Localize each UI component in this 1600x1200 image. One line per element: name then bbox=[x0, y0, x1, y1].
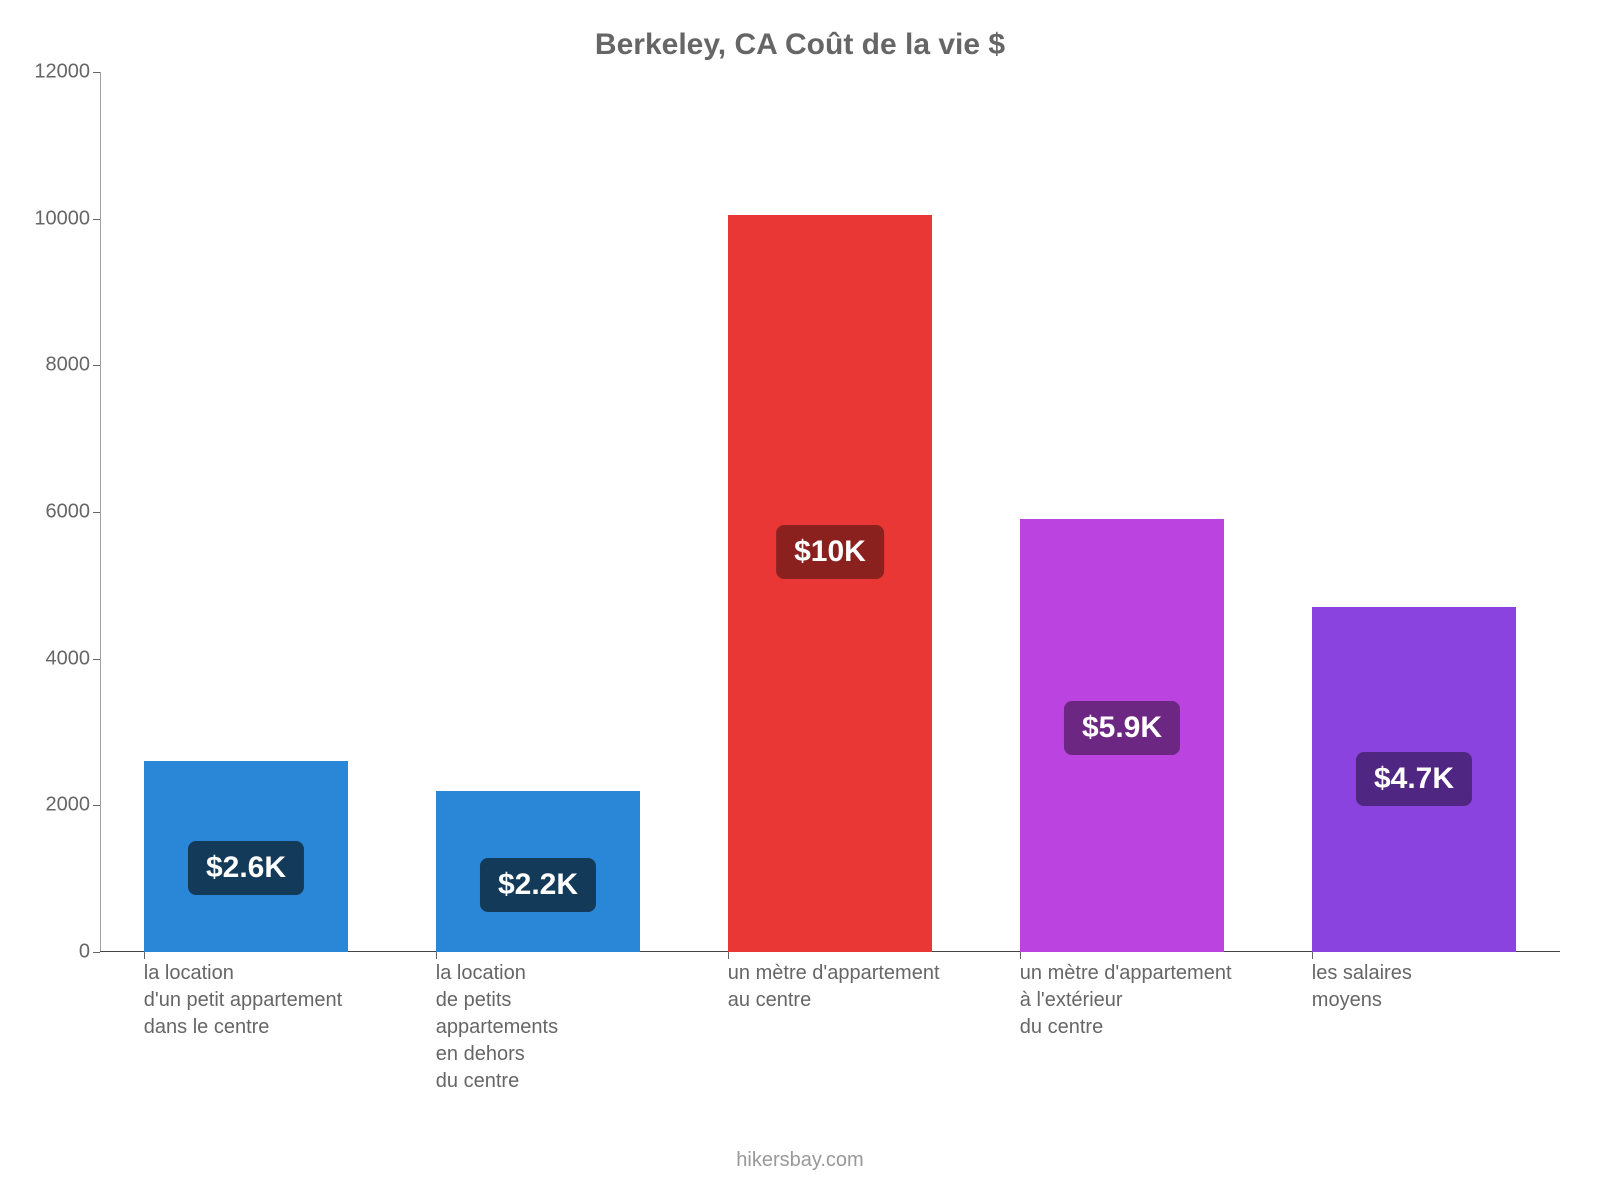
x-tick-mark bbox=[728, 952, 729, 959]
y-tick-label: 8000 bbox=[10, 354, 90, 377]
bar-value-label: $4.7K bbox=[1356, 752, 1472, 806]
x-label-rent_small_center: la locationd'un petit appartementdans le… bbox=[144, 960, 407, 1041]
footer-credit: hikersbay.com bbox=[0, 1149, 1600, 1172]
x-label-avg_salary: les salairesmoyens bbox=[1312, 960, 1575, 1014]
y-tick-mark bbox=[93, 659, 100, 660]
y-tick-label: 12000 bbox=[10, 61, 90, 84]
y-tick-mark bbox=[93, 512, 100, 513]
bar-sqm_outside: $5.9K bbox=[1020, 519, 1224, 952]
bar-rent_small_outside: $2.2K bbox=[436, 791, 640, 952]
y-tick-label: 4000 bbox=[10, 647, 90, 670]
y-tick-label: 0 bbox=[10, 941, 90, 964]
bar-avg_salary: $4.7K bbox=[1312, 607, 1516, 952]
y-tick-label: 6000 bbox=[10, 501, 90, 524]
y-tick-mark bbox=[93, 805, 100, 806]
x-tick-mark bbox=[1312, 952, 1313, 959]
bar-value-label: $5.9K bbox=[1064, 701, 1180, 755]
y-tick-label: 10000 bbox=[10, 207, 90, 230]
bar-value-label: $2.2K bbox=[480, 858, 596, 912]
bar-value-label: $10K bbox=[776, 525, 884, 579]
chart-container: Berkeley, CA Coût de la vie $ 0 2000 4000 6… bbox=[0, 0, 1600, 1200]
chart-title: Berkeley, CA Coût de la vie $ bbox=[0, 28, 1600, 62]
x-label-sqm_outside: un mètre d'appartementà l'extérieurdu ce… bbox=[1020, 960, 1283, 1041]
bar-value-label: $2.6K bbox=[188, 841, 304, 895]
bar-sqm_center: $10K bbox=[728, 215, 932, 952]
x-label-sqm_center: un mètre d'appartementau centre bbox=[728, 960, 991, 1014]
y-tick-mark bbox=[93, 72, 100, 73]
y-tick-mark bbox=[93, 219, 100, 220]
bars-group: $2.6K $2.2K $10K $5.9K $4.7K bbox=[100, 72, 1560, 952]
x-tick-mark bbox=[436, 952, 437, 959]
y-tick-mark bbox=[93, 952, 100, 953]
x-tick-mark bbox=[1020, 952, 1021, 959]
y-tick-label: 2000 bbox=[10, 794, 90, 817]
bar-rent_small_center: $2.6K bbox=[144, 761, 348, 952]
y-tick-mark bbox=[93, 365, 100, 366]
x-tick-mark bbox=[144, 952, 145, 959]
bar-fill bbox=[728, 215, 932, 952]
x-label-rent_small_outside: la locationde petitsappartementsen dehor… bbox=[436, 960, 699, 1095]
